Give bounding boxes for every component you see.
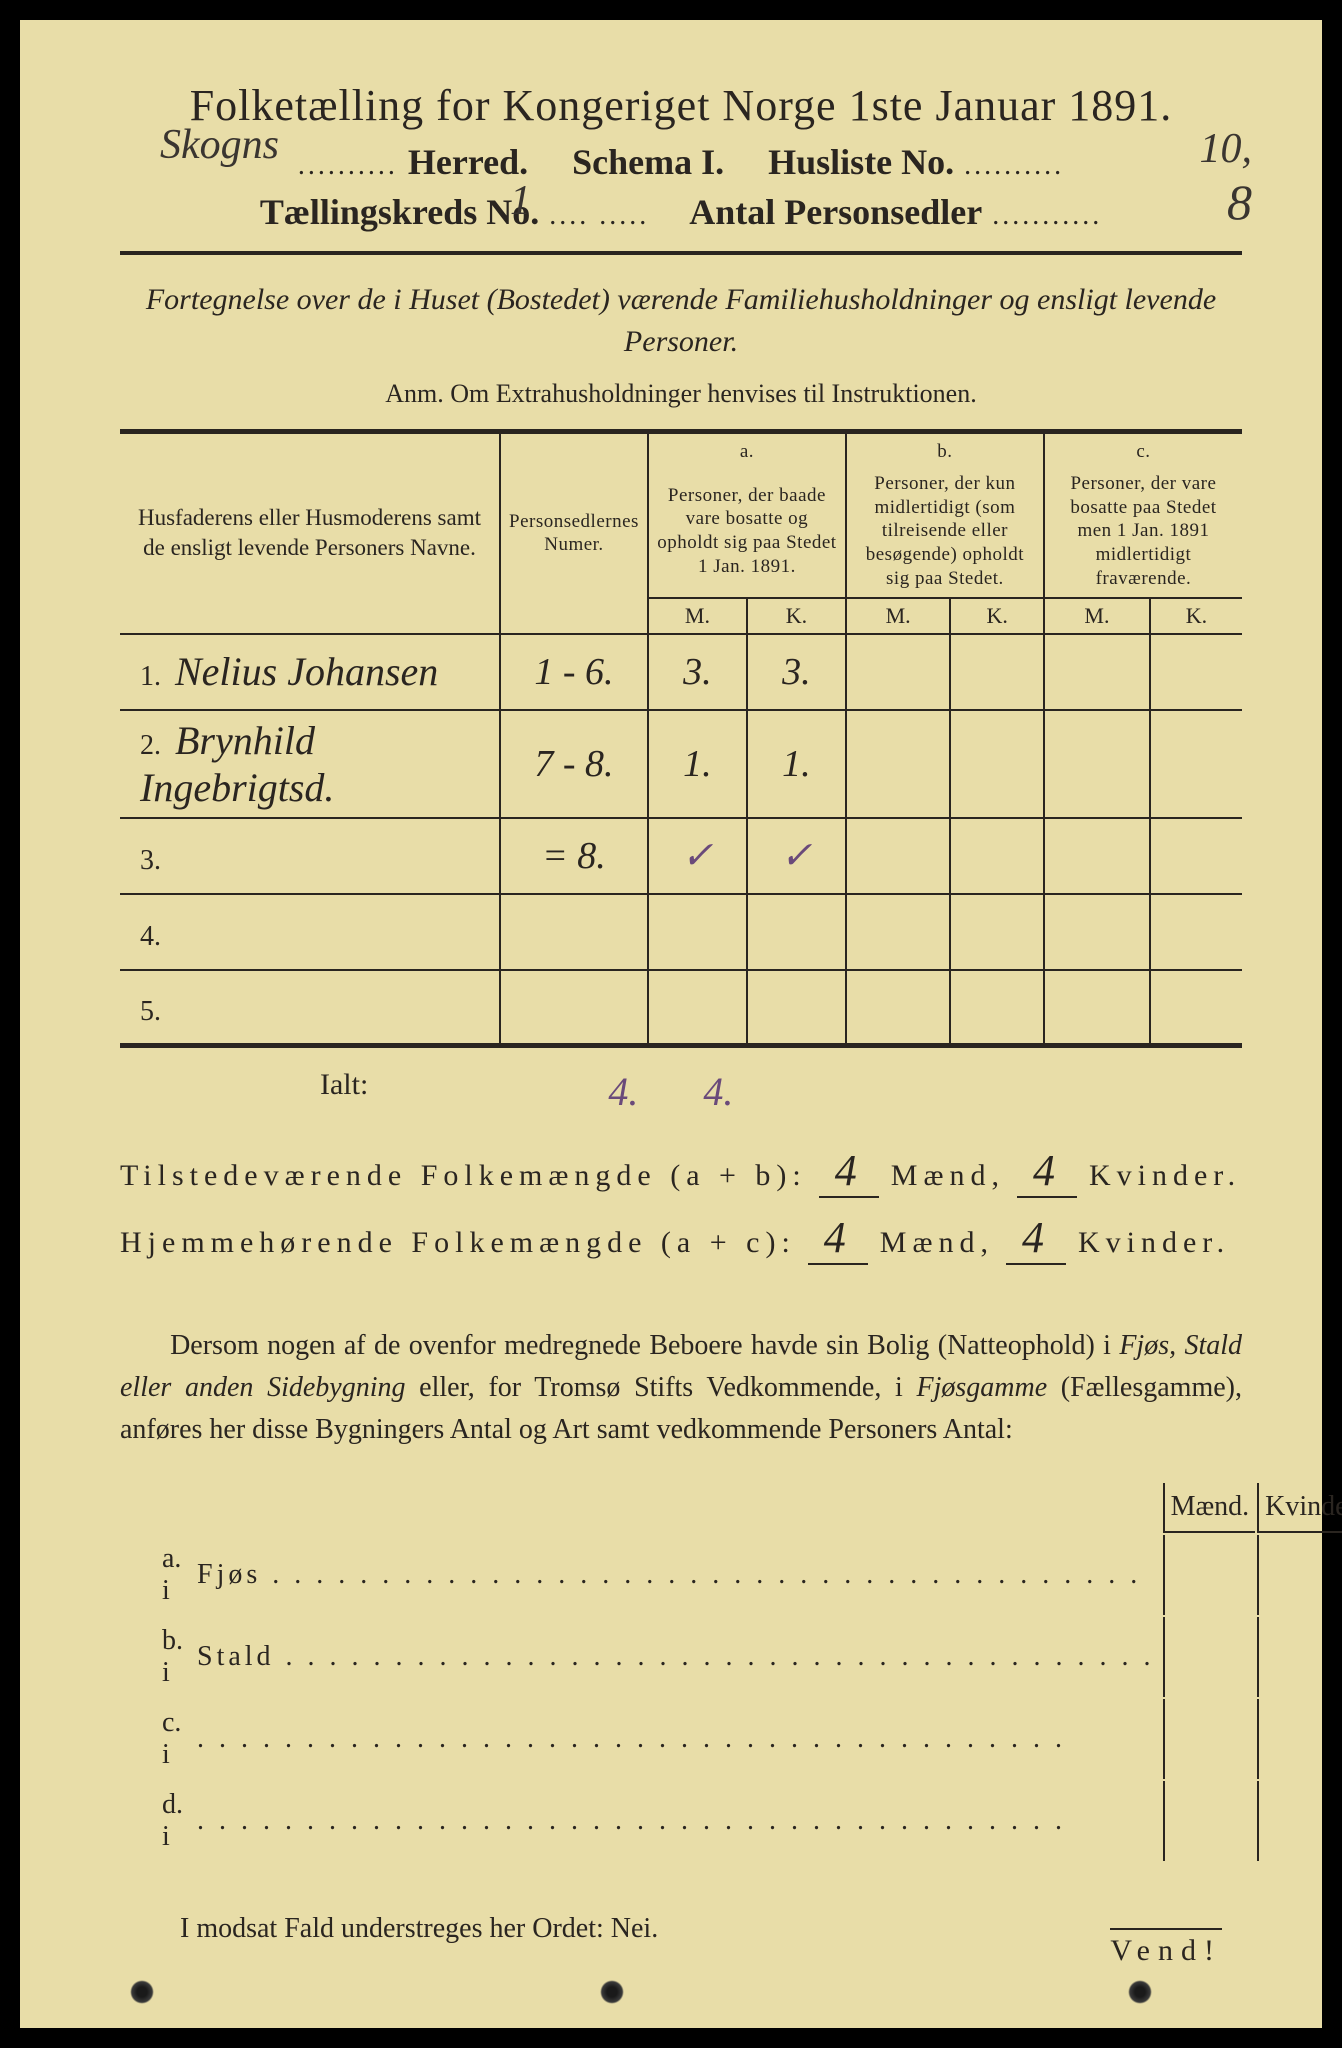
- sum-ab-label: Tilstedeværende Folkemængde (a + b):: [120, 1159, 807, 1193]
- col-c-desc: Personer, der vare bosatte paa Stedet me…: [1044, 466, 1242, 598]
- bygning-k-val: [1257, 1699, 1342, 1779]
- col-cm: M.: [1044, 598, 1150, 634]
- bygning-letter: d. i: [122, 1781, 189, 1861]
- col-numer-header: Personsedlernes Numer.: [500, 432, 648, 634]
- pin-icon: [1128, 1980, 1152, 2004]
- body-text: Dersom nogen af de ovenfor medregnede Be…: [120, 1325, 1242, 1451]
- table-row: 3. = 8. ✓ ✓: [120, 818, 1242, 894]
- bygning-m-val: [1163, 1699, 1256, 1779]
- ialt-label: Ialt:: [320, 1068, 368, 1115]
- col-ak: K.: [747, 598, 846, 634]
- sum-ac-k: 4: [1006, 1212, 1066, 1265]
- bygning-type: Fjøs . . . . . . . . . . . . . . . . . .…: [191, 1535, 1161, 1615]
- am-val: ✓: [682, 835, 714, 877]
- bygning-m-val: [1163, 1535, 1256, 1615]
- am-val: 3.: [683, 651, 712, 693]
- subtitle: Fortegnelse over de i Huset (Bostedet) v…: [120, 279, 1242, 363]
- husliste-handwritten: 10,: [1200, 125, 1253, 173]
- bygning-maend-head: Mænd.: [1163, 1483, 1256, 1533]
- ak-val: 3.: [782, 651, 811, 693]
- name-handwritten: Brynhild Ingebrigtsd.: [140, 718, 334, 810]
- ak-val: ✓: [781, 835, 813, 877]
- col-a-head: a.: [648, 432, 846, 466]
- maend-label: Mænd,: [891, 1159, 1005, 1193]
- pin-icon: [130, 1980, 154, 2004]
- footer-line: I modsat Fald understreges her Ordet: Ne…: [180, 1913, 1242, 1945]
- herred-handwritten: Skogns: [160, 121, 279, 169]
- main-table: Husfaderens eller Husmoderens samt de en…: [120, 429, 1242, 1048]
- header-row-2: Tællingskreds No. .... 1 ..... Antal Per…: [120, 191, 1242, 233]
- table-row: 1.Nelius Johansen 1 - 6. 3. 3.: [120, 634, 1242, 710]
- col-c-head: c.: [1044, 432, 1242, 466]
- dots: ....: [549, 200, 589, 232]
- col-am: M.: [648, 598, 747, 634]
- divider: [120, 251, 1242, 255]
- husliste-label: Husliste No.: [768, 141, 954, 183]
- vend-label: Vend!: [1110, 1928, 1222, 1968]
- ialt-row: Ialt: 4. 4.: [320, 1068, 1242, 1115]
- bygning-type: Stald . . . . . . . . . . . . . . . . . …: [191, 1617, 1161, 1697]
- table-row: 2.Brynhild Ingebrigtsd. 7 - 8. 1. 1.: [120, 710, 1242, 818]
- table-row: 5.: [120, 970, 1242, 1046]
- dots: ...........: [992, 200, 1102, 232]
- header-row-1: .......... Skogns Herred. Schema I. Husl…: [120, 141, 1242, 183]
- numer-handwritten: 1 - 6.: [534, 651, 613, 693]
- sum-ac-m: 4: [808, 1212, 868, 1265]
- col-b-head: b.: [846, 432, 1044, 466]
- sum-ac-label: Hjemmehørende Folkemængde (a + c):: [120, 1226, 796, 1260]
- bygning-m-val: [1163, 1617, 1256, 1697]
- bygning-k-val: [1257, 1617, 1342, 1697]
- kreds-label: Tællingskreds No.: [260, 191, 539, 233]
- maend-label: Mænd,: [880, 1226, 994, 1260]
- ak-val: 1.: [782, 743, 811, 785]
- bygning-letter: a. i: [122, 1535, 189, 1615]
- census-form-page: Folketælling for Kongeriget Norge 1ste J…: [20, 20, 1322, 2028]
- schema-label: Schema I.: [572, 141, 724, 183]
- numer-handwritten: 7 - 8.: [534, 743, 613, 785]
- bygning-letter: b. i: [122, 1617, 189, 1697]
- bygning-row: c. i . . . . . . . . . . . . . . . . . .…: [122, 1699, 1342, 1779]
- sum-ab-k: 4: [1017, 1145, 1077, 1198]
- kvinder-label: Kvinder.: [1089, 1159, 1241, 1193]
- bygning-row: d. i . . . . . . . . . . . . . . . . . .…: [122, 1781, 1342, 1861]
- bygning-row: b. i Stald . . . . . . . . . . . . . . .…: [122, 1617, 1342, 1697]
- kvinder-label: Kvinder.: [1078, 1226, 1230, 1260]
- bygning-k-val: [1257, 1781, 1342, 1861]
- page-title: Folketælling for Kongeriget Norge 1ste J…: [120, 80, 1242, 131]
- dots: .....: [599, 200, 649, 232]
- bygning-k-val: [1257, 1535, 1342, 1615]
- name-handwritten: Nelius Johansen: [175, 649, 438, 694]
- sum-ab: Tilstedeværende Folkemængde (a + b): 4 M…: [120, 1145, 1242, 1198]
- bygning-kvinder-head: Kvinder.: [1257, 1483, 1342, 1533]
- bygning-table: Mænd. Kvinder. a. i Fjøs . . . . . . . .…: [120, 1481, 1342, 1863]
- numer-handwritten: = 8.: [542, 835, 606, 877]
- sum-ab-m: 4: [819, 1145, 879, 1198]
- col-bm: M.: [846, 598, 950, 634]
- bygning-row: a. i Fjøs . . . . . . . . . . . . . . . …: [122, 1535, 1342, 1615]
- dots: ..........: [964, 150, 1064, 182]
- am-val: 1.: [683, 743, 712, 785]
- bygning-m-val: [1163, 1781, 1256, 1861]
- ialt-m: 4.: [608, 1069, 638, 1114]
- antal-handwritten: 8: [1227, 173, 1252, 231]
- sum-ac: Hjemmehørende Folkemængde (a + c): 4 Mæn…: [120, 1212, 1242, 1265]
- bygning-type: . . . . . . . . . . . . . . . . . . . . …: [191, 1699, 1161, 1779]
- bygning-letter: c. i: [122, 1699, 189, 1779]
- antal-label: Antal Personsedler: [689, 191, 982, 233]
- col-names-header: Husfaderens eller Husmoderens samt de en…: [120, 432, 500, 634]
- pin-icon: [600, 1980, 624, 2004]
- dots: ..........: [298, 150, 398, 182]
- col-a-desc: Personer, der baade vare bosatte og opho…: [648, 466, 846, 598]
- anm-note: Anm. Om Extrahusholdninger henvises til …: [120, 379, 1242, 409]
- kreds-handwritten: 1: [510, 177, 531, 225]
- col-b-desc: Personer, der kun midlertidigt (som tilr…: [846, 466, 1044, 598]
- bygning-type: . . . . . . . . . . . . . . . . . . . . …: [191, 1781, 1161, 1861]
- col-ck: K.: [1150, 598, 1242, 634]
- col-bk: K.: [950, 598, 1044, 634]
- ialt-k: 4.: [703, 1069, 733, 1114]
- table-row: 4.: [120, 894, 1242, 970]
